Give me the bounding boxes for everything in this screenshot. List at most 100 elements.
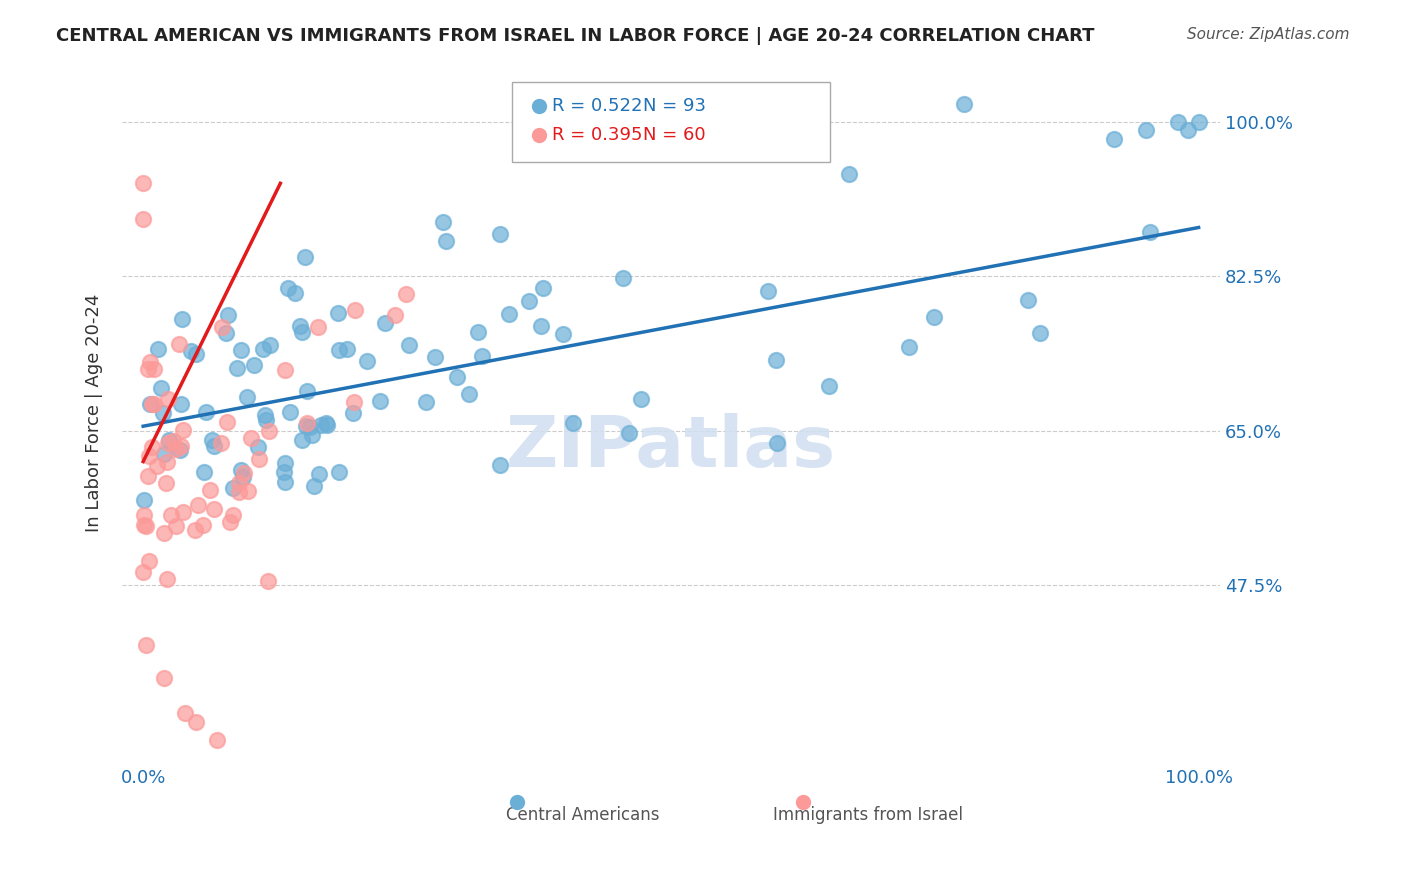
Point xyxy=(132,211,155,226)
Point xyxy=(184,347,207,361)
Point xyxy=(432,215,454,229)
Point xyxy=(612,271,634,285)
FancyBboxPatch shape xyxy=(512,82,830,161)
Point xyxy=(533,163,555,178)
Point xyxy=(489,227,512,241)
Point xyxy=(235,390,257,404)
Point xyxy=(368,394,391,409)
Point xyxy=(1187,114,1209,128)
Point xyxy=(343,302,366,317)
Point xyxy=(328,306,350,320)
Point xyxy=(150,381,173,395)
Point xyxy=(159,508,181,522)
Point xyxy=(1102,132,1125,146)
Point xyxy=(156,436,179,450)
Point xyxy=(529,318,551,333)
Point xyxy=(458,387,481,401)
Point xyxy=(343,395,366,409)
Point xyxy=(157,434,180,448)
Point xyxy=(471,349,494,363)
Point xyxy=(953,96,976,111)
Point xyxy=(170,397,193,411)
Point xyxy=(146,342,169,356)
Point xyxy=(434,235,457,249)
Text: Source: ZipAtlas.com: Source: ZipAtlas.com xyxy=(1187,27,1350,42)
Point xyxy=(174,706,197,721)
Point xyxy=(136,468,159,483)
Point xyxy=(156,455,179,469)
Text: N = 60: N = 60 xyxy=(644,127,706,145)
Point xyxy=(165,519,187,533)
Point xyxy=(297,384,319,399)
Point xyxy=(155,475,177,490)
Point xyxy=(273,466,295,480)
Point xyxy=(238,483,260,498)
Point xyxy=(211,319,233,334)
Point xyxy=(765,352,787,367)
Point xyxy=(200,483,222,497)
Point xyxy=(284,285,307,300)
Point xyxy=(1029,326,1052,341)
Point xyxy=(214,326,236,341)
Point xyxy=(630,392,652,407)
Point xyxy=(138,554,160,568)
Point xyxy=(273,475,295,490)
Point xyxy=(146,459,169,474)
Point xyxy=(205,732,228,747)
Point xyxy=(184,524,207,538)
Point xyxy=(309,418,332,433)
Point xyxy=(488,458,510,473)
Point xyxy=(138,449,160,463)
Point xyxy=(232,470,254,484)
Point xyxy=(1139,225,1161,239)
Point xyxy=(243,359,266,373)
Point xyxy=(156,572,179,586)
Point xyxy=(395,286,418,301)
Point xyxy=(169,439,191,453)
Point xyxy=(142,361,165,376)
Point xyxy=(157,392,180,406)
Point xyxy=(315,418,337,433)
Point xyxy=(304,479,326,493)
Text: CENTRAL AMERICAN VS IMMIGRANTS FROM ISRAEL IN LABOR FORCE | AGE 20-24 CORRELATIO: CENTRAL AMERICAN VS IMMIGRANTS FROM ISRA… xyxy=(56,27,1095,45)
Point xyxy=(273,363,295,377)
Point xyxy=(162,434,184,448)
Point xyxy=(232,467,254,481)
Point xyxy=(132,493,155,508)
Point xyxy=(132,508,155,522)
Point xyxy=(132,518,155,533)
Point xyxy=(169,442,191,457)
Point xyxy=(384,308,406,322)
Text: R = 0.522: R = 0.522 xyxy=(553,97,643,115)
Point xyxy=(217,415,239,429)
Point xyxy=(273,456,295,470)
Point xyxy=(202,502,225,516)
Point xyxy=(195,405,218,419)
Point xyxy=(240,431,263,445)
Point xyxy=(259,424,281,438)
Point xyxy=(519,294,541,309)
Point xyxy=(1017,293,1039,307)
Point xyxy=(1166,114,1188,128)
Text: N = 93: N = 93 xyxy=(644,97,706,115)
Point xyxy=(288,319,311,334)
Point xyxy=(139,397,162,411)
Point xyxy=(228,476,250,491)
Point xyxy=(838,167,860,181)
Point xyxy=(142,397,165,411)
Point xyxy=(356,354,378,368)
Point xyxy=(553,326,575,341)
Point xyxy=(533,200,555,214)
Point xyxy=(291,325,314,339)
Point xyxy=(328,465,350,479)
Point xyxy=(446,369,468,384)
Point xyxy=(561,416,583,430)
Point xyxy=(222,508,245,523)
Point xyxy=(308,467,330,481)
Point xyxy=(228,485,250,500)
Point xyxy=(277,281,299,295)
Point xyxy=(132,177,155,191)
Point xyxy=(307,320,329,334)
Point xyxy=(153,671,176,685)
Point xyxy=(229,463,252,477)
